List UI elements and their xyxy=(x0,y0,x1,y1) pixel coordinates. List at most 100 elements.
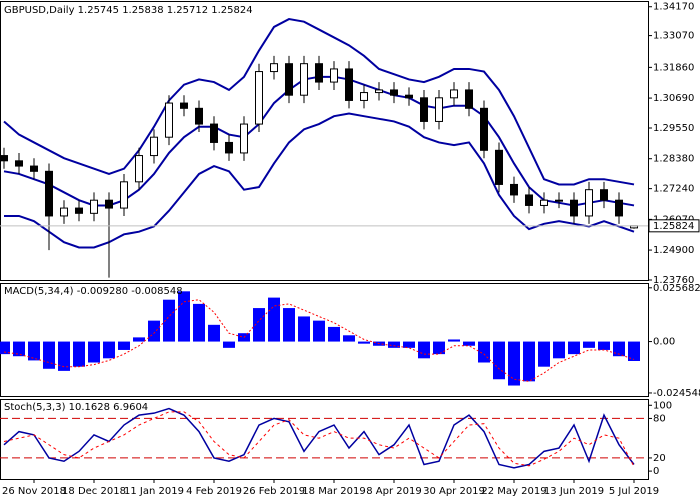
candle-body xyxy=(525,194,533,206)
macd-bar xyxy=(313,320,325,342)
y-tick-label: 1.33070 xyxy=(653,31,694,42)
stoch-panel-border xyxy=(0,399,649,480)
macd-bar xyxy=(613,341,625,357)
macd-bar xyxy=(448,339,460,342)
macd-bar xyxy=(583,341,595,348)
macd-bar xyxy=(118,341,130,350)
y-tick-label: 0.025682 xyxy=(653,283,700,294)
candle-body xyxy=(495,149,503,185)
last-price-label: 1.25824 xyxy=(653,221,694,232)
macd-bar xyxy=(178,291,190,342)
x-tick-label: 4 Feb 2019 xyxy=(186,486,242,497)
y-tick-label: 1.23760 xyxy=(653,275,694,286)
main-title: GBPUSD,Daily 1.25745 1.25838 1.25712 1.2… xyxy=(4,5,253,16)
x-tick-label: 5 Jul 2019 xyxy=(609,486,659,497)
candle-body xyxy=(210,123,218,143)
macd-bar xyxy=(298,316,310,342)
candle-body xyxy=(540,199,548,206)
macd-bar xyxy=(103,341,115,359)
candle-body xyxy=(315,63,323,83)
candle-body xyxy=(405,94,413,99)
macd-bar xyxy=(418,341,430,359)
candle-body xyxy=(600,189,608,201)
macd-bar xyxy=(523,341,535,382)
stoch-title: Stoch(5,3,3) 10.1628 6.9604 xyxy=(4,402,148,413)
candle-body xyxy=(90,199,98,214)
candle-body xyxy=(225,141,233,154)
macd-bar xyxy=(133,337,145,342)
last-price-box xyxy=(648,219,700,233)
candle-body xyxy=(165,102,173,138)
candle-body xyxy=(30,165,38,172)
candle-body xyxy=(120,181,128,209)
x-tick-label: 30 Apr 2019 xyxy=(423,486,485,497)
candle-body xyxy=(510,183,518,196)
candle-body xyxy=(480,107,488,151)
macd-bar xyxy=(463,341,475,346)
candle-body xyxy=(360,92,368,101)
macd-bar xyxy=(493,341,505,380)
macd-bar xyxy=(163,299,175,342)
candle-body xyxy=(435,97,443,122)
candle-body xyxy=(285,63,293,96)
macd-bar xyxy=(388,341,400,348)
macd-bar xyxy=(58,341,70,371)
bollinger-band xyxy=(3,18,635,186)
candle-body xyxy=(330,68,338,83)
candle-body xyxy=(375,89,383,94)
y-tick-label: 1.24900 xyxy=(653,245,694,256)
candle-body xyxy=(450,89,458,99)
candle-body xyxy=(240,123,248,154)
macd-bar xyxy=(88,341,100,363)
y-tick-label: -0.024548 xyxy=(653,388,700,399)
candle-body xyxy=(45,170,53,217)
macd-bar xyxy=(358,341,370,344)
macd-panel-border xyxy=(0,283,649,397)
candle-body xyxy=(105,199,113,209)
candle-body xyxy=(150,136,158,157)
y-tick-label: 0 xyxy=(653,466,659,477)
macd-bar xyxy=(193,303,205,342)
macd-bar xyxy=(433,341,445,355)
macd-bar xyxy=(253,308,265,342)
y-tick-label: 80 xyxy=(653,413,666,424)
y-tick-label: 100 xyxy=(653,400,672,411)
candle-body xyxy=(75,207,83,214)
candle-body xyxy=(270,63,278,73)
y-tick-label: 20 xyxy=(653,453,666,464)
candle-body xyxy=(255,71,263,125)
macd-bar xyxy=(28,341,40,361)
y-tick-label: 1.29550 xyxy=(653,123,694,134)
macd-bar xyxy=(598,341,610,350)
x-tick-label: 26 Feb 2019 xyxy=(243,486,305,497)
macd-bar xyxy=(0,341,10,355)
macd-bar xyxy=(538,341,550,367)
candle-body xyxy=(15,160,23,167)
macd-bar xyxy=(343,335,355,342)
candle-body xyxy=(0,155,8,162)
x-tick-label: 18 Mar 2019 xyxy=(302,486,365,497)
y-tick-label: 1.30690 xyxy=(653,93,694,104)
y-tick-label: 0.00 xyxy=(653,337,675,348)
candle-body xyxy=(390,89,398,96)
macd-bar xyxy=(478,341,490,363)
x-tick-label: 22 May 2019 xyxy=(481,486,546,497)
macd-bar xyxy=(268,297,280,342)
macd-bar xyxy=(73,341,85,367)
candle-body xyxy=(345,68,353,101)
x-tick-label: 18 Dec 2018 xyxy=(62,486,126,497)
candle-body xyxy=(420,97,428,122)
y-tick-label: 1.27240 xyxy=(653,184,694,195)
main-panel-border xyxy=(0,1,649,281)
macd-bar xyxy=(508,341,520,386)
macd-bar xyxy=(43,341,55,369)
macd-bar xyxy=(568,341,580,355)
x-tick-label: 8 Apr 2019 xyxy=(366,486,421,497)
candle-body xyxy=(60,207,68,217)
macd-bar xyxy=(628,341,640,361)
macd-bar xyxy=(148,320,160,342)
macd-bar xyxy=(403,341,415,348)
macd-bar xyxy=(13,341,25,357)
